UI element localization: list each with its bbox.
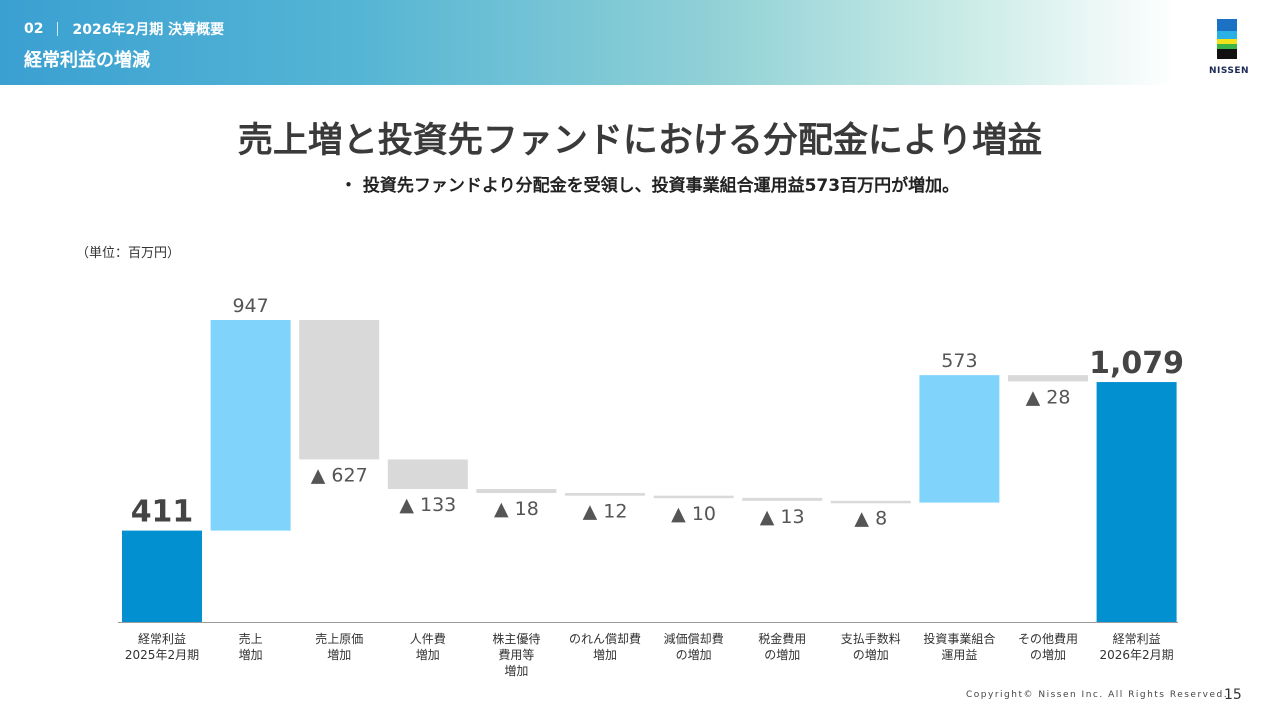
slide-title: 売上増と投資先ファンドにおける分配金により増益 [237, 121, 1043, 161]
bar-6 [565, 493, 645, 496]
section-label: 2026年2月期 決算概要 [72, 22, 225, 38]
bar-11 [1008, 375, 1088, 382]
bar-4 [387, 459, 468, 490]
bar-8 [742, 497, 823, 501]
category-label-3: 売上原価増加 [315, 631, 363, 662]
value-label-1: 411 [131, 495, 194, 530]
bar-7 [653, 495, 734, 499]
value-label-7: ▲ 10 [671, 503, 716, 525]
value-label-5: ▲ 18 [494, 498, 539, 520]
category-label-11: その他費用の増加 [1018, 631, 1078, 662]
category-label-7: 減価償却費の増加 [664, 631, 724, 662]
page-title: 経常利益の増減 [24, 50, 150, 71]
header-banner: 02 2026年2月期 決算概要 経常利益の増減 [0, 0, 1280, 85]
value-label-8: ▲ 13 [760, 506, 805, 528]
category-label-10: 投資事業組合運用益 [923, 631, 995, 662]
category-label-5: 株主優待費用等増加 [492, 631, 540, 678]
bar-9 [830, 500, 911, 504]
logo-text: NISSEN [1208, 66, 1250, 76]
page-number: 15 [1224, 687, 1242, 703]
bar-12 [1096, 382, 1177, 622]
category-label-6: のれん償却費増加 [569, 631, 641, 662]
bar-1 [122, 530, 202, 622]
category-label-8: 税金費用の増加 [758, 631, 806, 662]
section-divider [57, 22, 59, 36]
unit-label: （単位：百万円） [76, 246, 181, 261]
nissen-logo: NISSEN [1204, 19, 1254, 83]
bar-5 [476, 489, 557, 494]
section-number: 02 [24, 21, 44, 37]
bar-2 [210, 320, 291, 531]
section-heading: 02 2026年2月期 決算概要 [24, 19, 224, 39]
value-label-11: ▲ 28 [1026, 386, 1071, 408]
value-label-4: ▲ 133 [399, 494, 456, 516]
category-label-9: 支払手数料の増加 [841, 631, 901, 662]
copyright: Copyright© Nissen Inc. All Rights Reserv… [966, 690, 1229, 700]
value-label-9: ▲ 8 [854, 508, 887, 530]
value-label-12: 1,079 [1089, 346, 1184, 381]
value-label-6: ▲ 12 [583, 501, 628, 523]
bar-10 [919, 375, 1000, 503]
category-label-12: 経常利益 2026年2月期 [1100, 632, 1174, 662]
slide-subtitle: ・ 投資先ファンドより分配金を受領し、投資事業組合運用益573百万円が増加。 [340, 176, 960, 196]
category-label-4: 人件費増加 [410, 631, 446, 662]
category-label-2: 売上増加 [239, 631, 263, 662]
value-label-3: ▲ 627 [311, 464, 368, 486]
bar-3 [299, 320, 380, 460]
logo-mark-icon [1217, 19, 1237, 59]
value-label-2: 947 [232, 295, 268, 317]
value-label-10: 573 [941, 350, 977, 372]
category-label-1: 経常利益 2025年2月期 [125, 632, 199, 662]
